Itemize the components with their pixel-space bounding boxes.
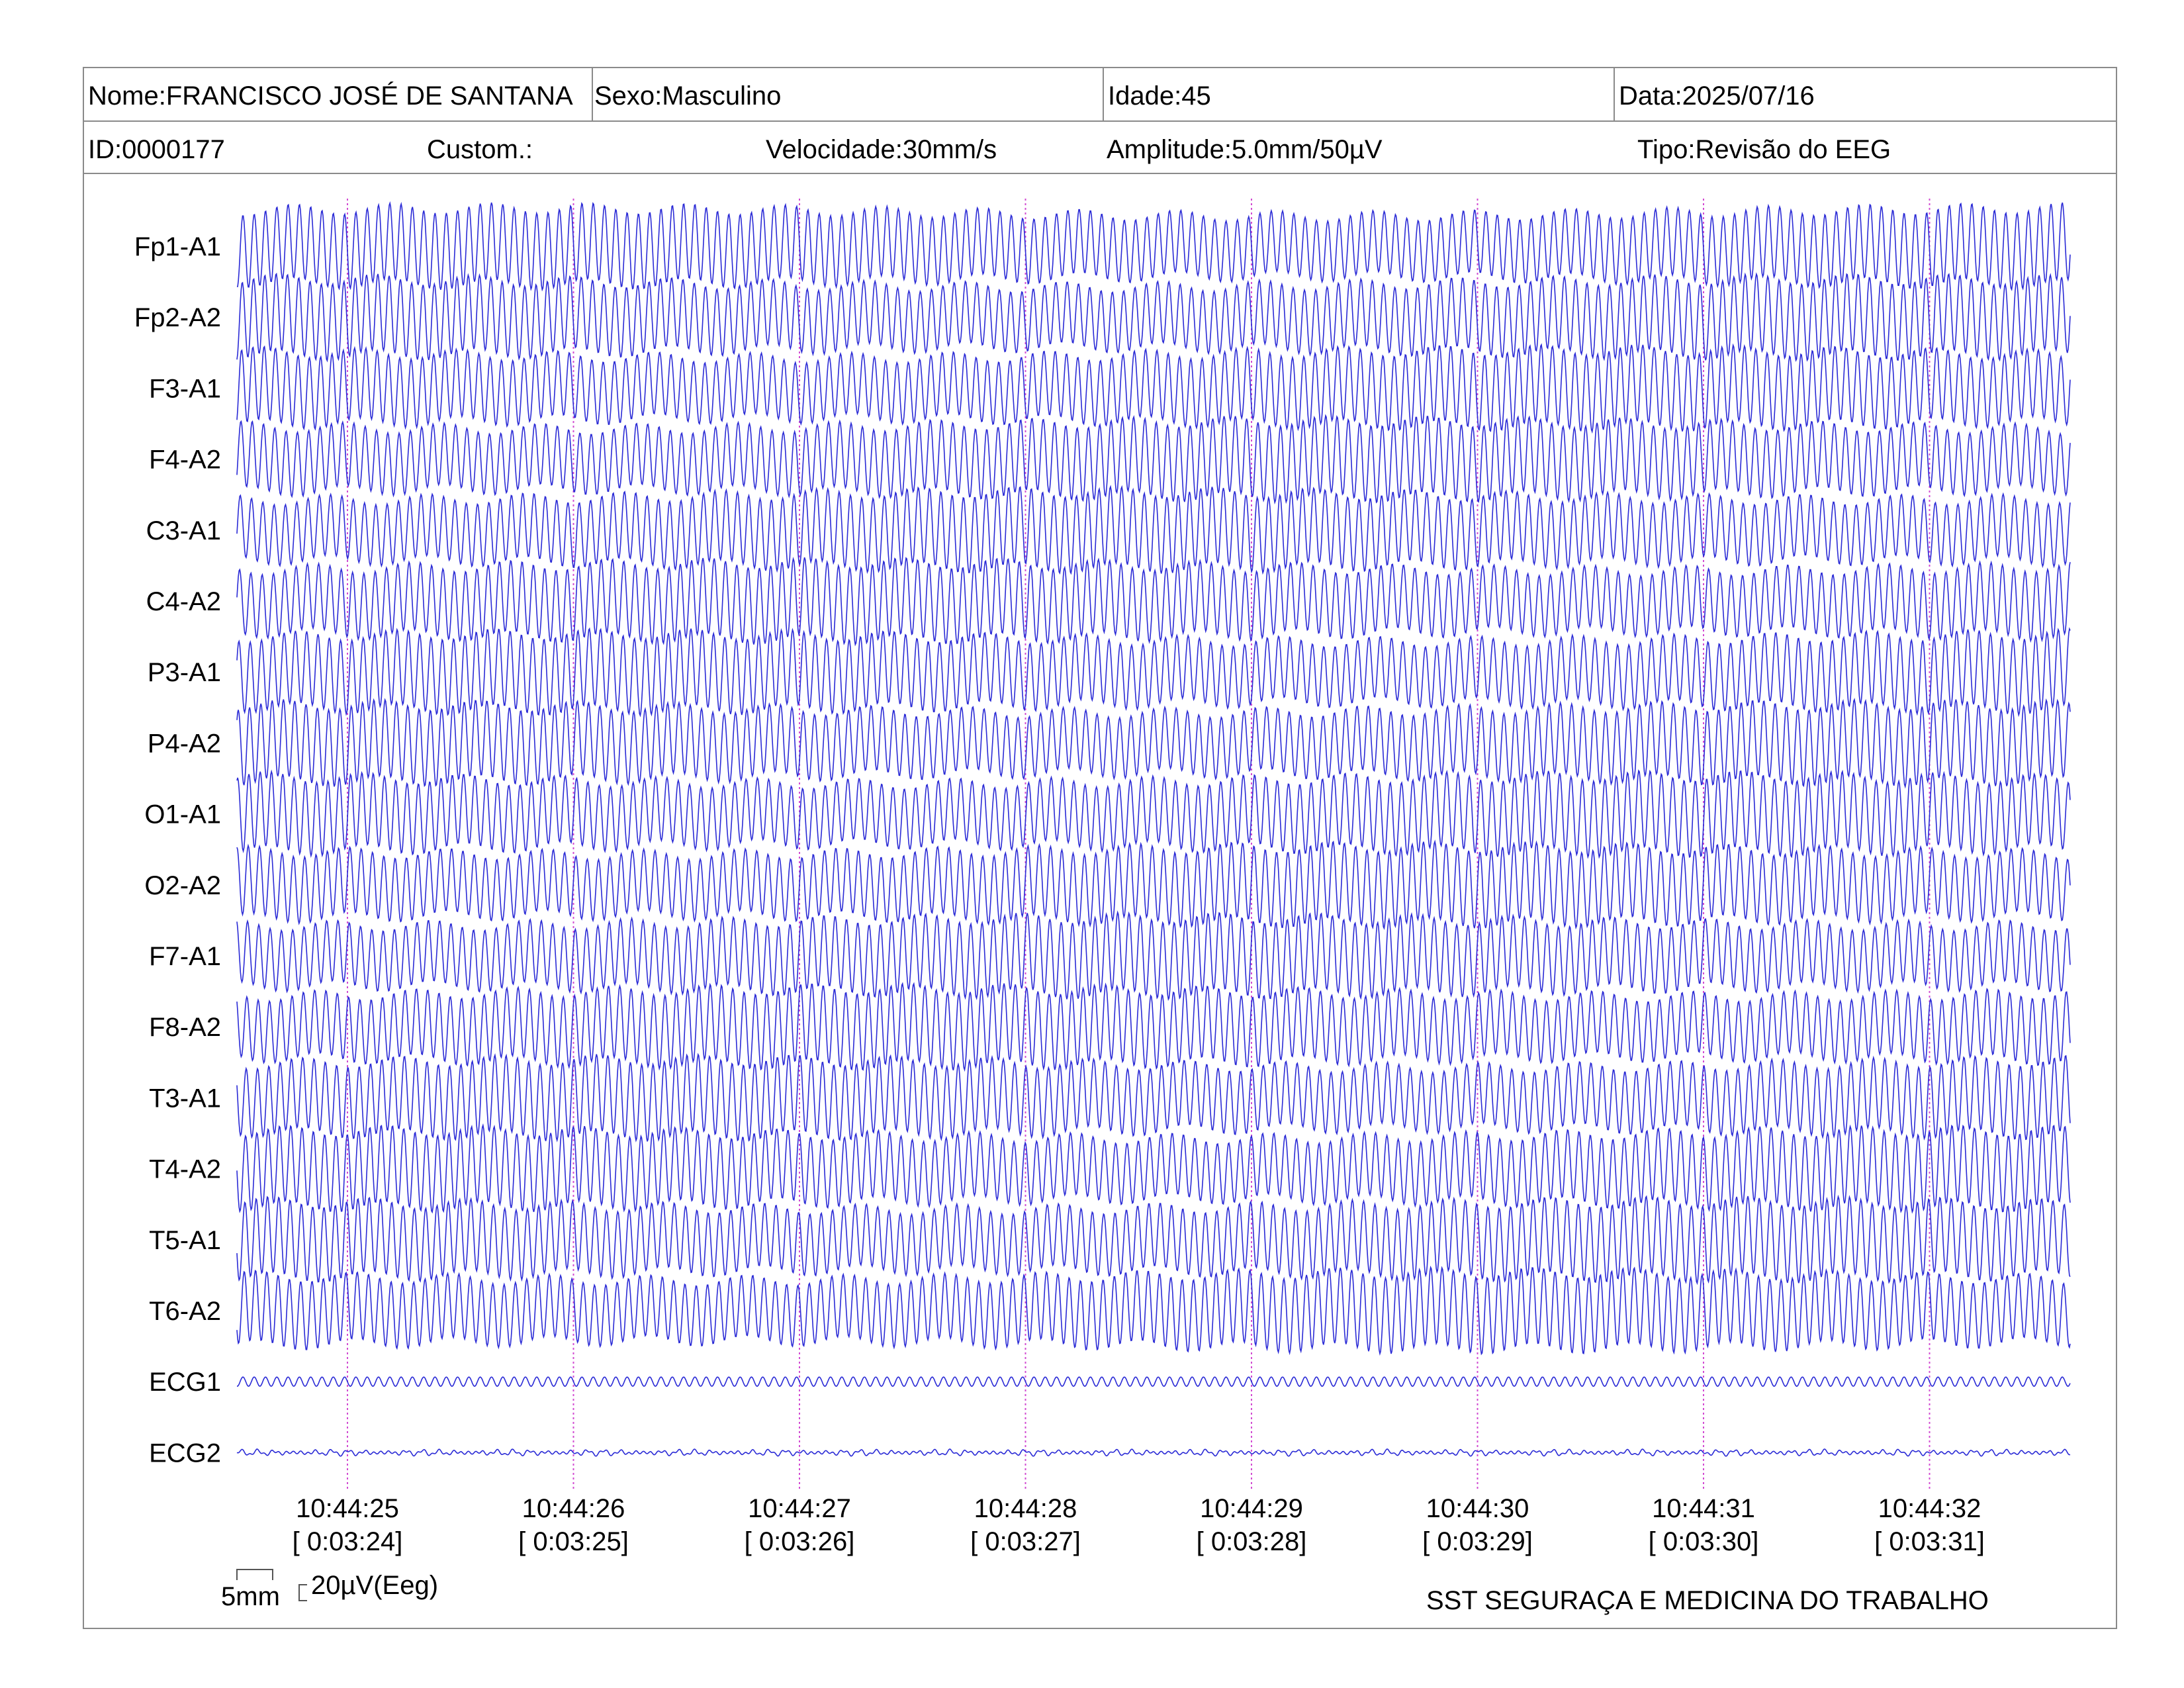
patient-id: ID:0000177 <box>88 135 225 164</box>
channel-label: P4-A2 <box>148 729 221 758</box>
channel-label: T3-A1 <box>149 1084 221 1113</box>
time-tick-clock: 10:44:27 <box>748 1494 851 1523</box>
time-tick-clock: 10:44:28 <box>974 1494 1077 1523</box>
channel-trace <box>236 910 2071 1002</box>
eeg-traces <box>236 201 2071 1457</box>
custom-field: Custom.: <box>427 135 533 164</box>
channel-trace <box>236 982 2071 1072</box>
time-tick-clock: 10:44:26 <box>522 1494 625 1523</box>
patient-age: Idade:45 <box>1103 68 1614 120</box>
channel-trace <box>236 272 2071 363</box>
channel-trace <box>236 1194 2071 1286</box>
channel-trace <box>237 1376 2071 1387</box>
channel-label: Fp1-A1 <box>134 232 221 261</box>
time-scale-bracket <box>236 1569 273 1580</box>
time-tick-clock: 10:44:31 <box>1652 1494 1755 1523</box>
channel-label: F8-A2 <box>149 1013 221 1042</box>
channel-label: Fp2-A2 <box>134 303 221 332</box>
time-tick-clock: 10:44:30 <box>1426 1494 1529 1523</box>
speed-setting: Velocidade:30mm/s <box>766 135 997 164</box>
time-tick-elapsed: [ 0:03:29] <box>1422 1527 1533 1556</box>
time-tick-elapsed: [ 0:03:26] <box>745 1527 855 1556</box>
time-tick-clock: 10:44:29 <box>1200 1494 1303 1523</box>
time-tick-elapsed: [ 0:03:30] <box>1649 1527 1759 1556</box>
channel-trace <box>236 839 2071 930</box>
channel-label: T6-A2 <box>149 1297 221 1326</box>
record-date: Data:2025/07/16 <box>1614 68 2118 120</box>
time-tick-elapsed: [ 0:03:27] <box>970 1527 1081 1556</box>
time-tick-elapsed: [ 0:03:24] <box>293 1527 403 1556</box>
time-tick-clock: 10:44:32 <box>1878 1494 1981 1523</box>
scale-bar: 5mm 20µV(Eeg) <box>221 1569 438 1611</box>
channel-trace <box>236 627 2071 718</box>
channel-label: T5-A1 <box>149 1226 221 1255</box>
channel-trace <box>236 698 2071 789</box>
channel-trace <box>236 1265 2071 1356</box>
amplitude-scale-bracket <box>298 1584 307 1601</box>
channel-labels: Fp1-A1 Fp2-A2 F3-A1 F4-A2 C3-A1 C4-A2 P3-A1 P4-… <box>134 232 221 1468</box>
channel-trace <box>236 1123 2071 1214</box>
patient-name: Nome:FRANCISCO JOSÉ DE SANTANA <box>88 68 591 120</box>
channel-trace <box>236 485 2071 575</box>
patient-sex-text: Sexo:Masculino <box>594 81 782 111</box>
channel-label: C3-A1 <box>146 516 221 545</box>
review-type: Tipo:Revisão do EEG <box>1637 135 1891 164</box>
channel-trace <box>236 343 2071 434</box>
company-name: SST SEGURAÇA E MEDICINA DO TRABALHO <box>1426 1586 1989 1615</box>
channel-trace <box>236 557 2071 647</box>
time-scale-label: 5mm <box>221 1582 280 1611</box>
amplitude-scale-label: 20µV(Eeg) <box>311 1571 438 1600</box>
patient-name-text: Nome:FRANCISCO JOSÉ DE SANTANA <box>88 81 573 111</box>
channel-label: O2-A2 <box>144 871 221 900</box>
channel-label: ECG1 <box>149 1368 221 1397</box>
header-row-patient: Nome:FRANCISCO JOSÉ DE SANTANA Sexo:Masc… <box>84 68 2116 122</box>
eeg-report-frame: Nome:FRANCISCO JOSÉ DE SANTANA Sexo:Masc… <box>83 67 2117 1629</box>
time-tick-clock: 10:44:25 <box>296 1494 399 1523</box>
channel-label: F7-A1 <box>149 942 221 971</box>
time-tick-elapsed: [ 0:03:28] <box>1197 1527 1307 1556</box>
channel-trace <box>236 769 2071 859</box>
channel-label: P3-A1 <box>148 658 221 687</box>
channel-trace <box>236 1448 2071 1457</box>
channel-label: C4-A2 <box>146 587 221 616</box>
patient-sex: Sexo:Masculino <box>592 68 1103 120</box>
channel-label: F3-A1 <box>149 374 221 403</box>
time-tick-labels: 10:44:25 [ 0:03:24] 10:44:26 [ 0:03:25] 10:4… <box>293 1494 1985 1556</box>
channel-label: ECG2 <box>149 1438 221 1468</box>
channel-label: T4-A2 <box>149 1155 221 1184</box>
time-tick-elapsed: [ 0:03:31] <box>1874 1527 1985 1556</box>
amplitude-setting: Amplitude:5.0mm/50µV <box>1107 135 1383 164</box>
channel-label: O1-A1 <box>144 800 221 829</box>
channel-label: F4-A2 <box>149 445 221 475</box>
time-tick-elapsed: [ 0:03:25] <box>518 1527 629 1556</box>
channel-trace <box>236 1053 2071 1143</box>
header-row-settings: ID:0000177 Custom.: Velocidade:30mm/s Am… <box>84 122 2116 174</box>
channel-trace <box>236 201 2071 292</box>
channel-trace <box>236 414 2071 505</box>
